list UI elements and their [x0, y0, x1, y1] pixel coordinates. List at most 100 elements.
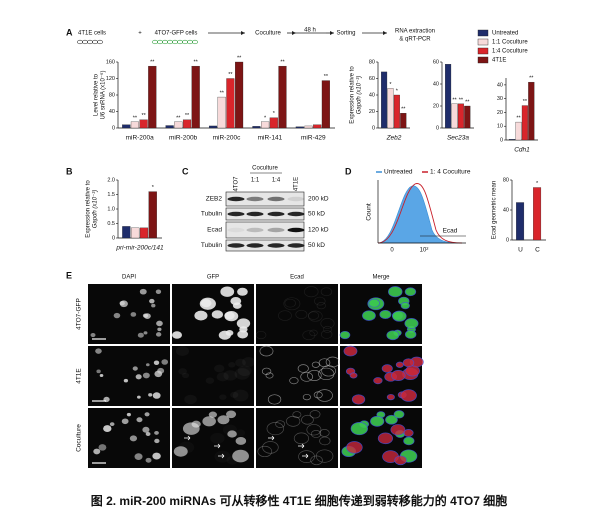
cell [235, 436, 247, 445]
cell [218, 330, 231, 340]
cell [181, 372, 190, 379]
cell [228, 362, 236, 368]
cell [316, 389, 333, 402]
cell [318, 358, 331, 368]
cell [90, 332, 96, 338]
y-tick-label: 0 [372, 125, 375, 131]
cell [385, 414, 398, 425]
cell [237, 287, 248, 296]
significance: * [152, 185, 155, 191]
significance: ** [220, 91, 225, 97]
bar [148, 65, 157, 129]
cell [373, 377, 383, 385]
cell [262, 441, 279, 454]
cell [234, 368, 251, 380]
legend-label: 1: 4 Coculture [430, 169, 471, 176]
cell [320, 330, 333, 339]
cell [143, 331, 148, 335]
cell [319, 436, 331, 446]
cell [370, 415, 385, 427]
cell [339, 330, 351, 340]
cell [261, 367, 272, 375]
cell [135, 374, 142, 380]
cell [289, 377, 299, 385]
micrograph [255, 284, 338, 344]
y-tick-label: 1.0 [107, 206, 115, 212]
bar [509, 139, 516, 141]
bar [278, 65, 287, 129]
y-tick-label: 0 [436, 125, 439, 131]
significance: * [264, 115, 267, 121]
workflow-step: Sorting [336, 31, 355, 37]
cell [259, 345, 274, 357]
y-tick-label: 0 [112, 125, 115, 131]
cell [310, 430, 322, 438]
bar [122, 226, 131, 239]
significance: ** [523, 99, 528, 105]
workflow-step: Coculture [255, 31, 281, 37]
arrow-head [292, 31, 296, 35]
cell [298, 450, 315, 463]
blot-band [227, 227, 245, 233]
bar [515, 121, 522, 141]
cell [343, 345, 358, 357]
blot-strip [225, 191, 305, 207]
cell [109, 422, 115, 427]
y-axis-label: Level relative to [94, 73, 100, 116]
cell [126, 412, 131, 417]
cell-icon [87, 39, 93, 45]
significance: ** [459, 97, 464, 103]
cell [155, 289, 162, 294]
cell [278, 310, 292, 321]
bar [533, 187, 542, 241]
x-tick-label: miR-429 [301, 135, 326, 142]
micrograph [88, 346, 170, 406]
cell [242, 357, 256, 367]
cell-icon [77, 39, 83, 45]
cell [237, 365, 252, 377]
cell [202, 416, 216, 427]
bar [139, 119, 148, 129]
bar [208, 125, 218, 129]
significance: ** [150, 60, 155, 66]
cell [113, 312, 121, 319]
cell [391, 369, 406, 381]
cell [208, 411, 217, 418]
cell [386, 330, 400, 341]
cell [161, 359, 169, 365]
bar [393, 94, 400, 129]
blot-band [246, 227, 264, 233]
bar [122, 124, 131, 129]
micrograph [339, 284, 422, 344]
cell [142, 372, 150, 379]
cell [132, 366, 138, 371]
cell [377, 432, 394, 445]
bar [252, 126, 261, 129]
significance: ** [280, 60, 285, 66]
cell [210, 433, 224, 444]
cell [155, 332, 162, 337]
cell [266, 421, 284, 436]
blot-band [267, 196, 285, 202]
cell [98, 444, 107, 451]
size-label: 50 kD [308, 211, 325, 218]
cell [237, 330, 249, 339]
cell [308, 310, 323, 322]
bar [387, 88, 394, 129]
cell [148, 393, 153, 397]
significance: ** [465, 99, 470, 105]
bar [139, 227, 149, 239]
cell [143, 313, 151, 320]
cell [99, 373, 104, 377]
cell [152, 392, 161, 399]
cell [351, 394, 366, 405]
cell [300, 371, 314, 382]
bar [321, 80, 330, 129]
significance: ** [237, 55, 242, 61]
cell [205, 377, 215, 384]
cell [400, 302, 410, 310]
significance: ** [516, 116, 521, 122]
significance: ** [324, 74, 329, 80]
cell [144, 412, 150, 417]
x-tick-label: Cdh1 [514, 147, 530, 154]
